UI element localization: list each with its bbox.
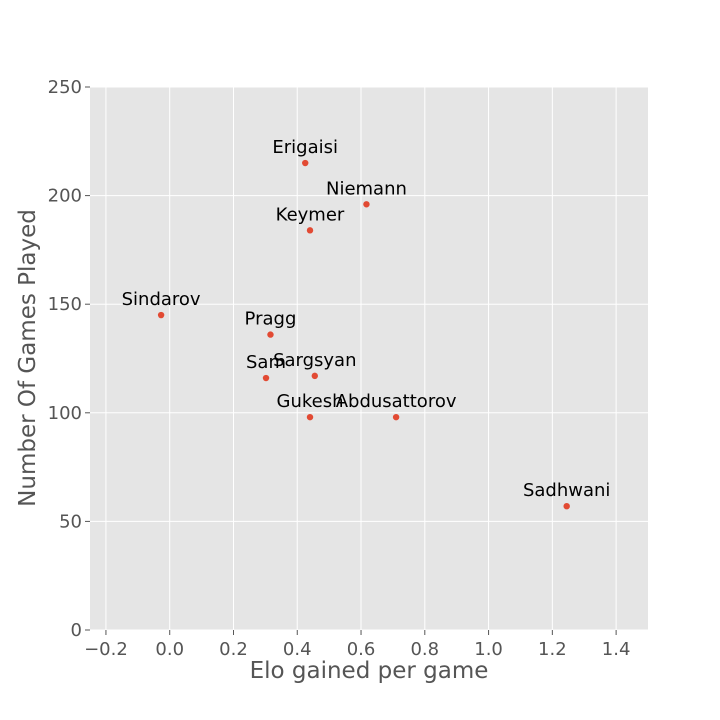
x-tick-label: 0.8 — [410, 639, 439, 660]
y-tick-label: 50 — [59, 511, 82, 532]
data-point — [262, 374, 270, 382]
data-point — [157, 311, 165, 319]
x-tick-label: 1.4 — [602, 639, 631, 660]
data-point — [302, 159, 309, 167]
x-tick-label: 0.0 — [155, 639, 184, 660]
point-label: Niemann — [326, 178, 407, 199]
data-point — [311, 372, 318, 380]
y-tick-label: 200 — [48, 186, 82, 207]
point-label: Sam — [246, 352, 286, 373]
y-tick-label: 0 — [71, 620, 82, 641]
x-tick-label: 0.4 — [283, 639, 312, 660]
point-label: Abdusattorov — [336, 391, 457, 412]
data-point — [392, 413, 400, 421]
ticks: −0.2 0.0 0.2 0.4 0.6 0.8 1.0 1.2 1.4 0 50 100 150 200… — [48, 77, 631, 660]
x-tick-label: −0.2 — [84, 639, 128, 660]
grid — [90, 86, 648, 631]
data-point — [363, 201, 370, 208]
point-label: Pragg — [245, 309, 297, 330]
data-point — [267, 331, 274, 338]
x-tick-label: 1.2 — [538, 639, 567, 660]
point-label: Sindarov — [122, 289, 201, 310]
x-tick-label: 1.0 — [474, 639, 503, 660]
point-label: Gukesh — [277, 391, 344, 412]
y-tick-label: 150 — [48, 294, 82, 315]
point-label: Sadhwani — [523, 480, 610, 501]
point-label: Erigaisi — [272, 137, 338, 158]
data-point — [563, 502, 570, 510]
point-labels: Erigaisi Niemann Keymer Sindarov Pragg Sargsy… — [122, 137, 611, 501]
y-tick-label: 250 — [48, 77, 82, 98]
x-axis-title: Elo gained per game — [250, 658, 489, 684]
x-tick-label: 0.6 — [347, 639, 376, 660]
point-label: Sargsyan — [273, 350, 356, 371]
y-tick-label: 100 — [48, 403, 82, 424]
plot-background — [90, 87, 648, 630]
point-label: Keymer — [276, 204, 345, 225]
data-point — [306, 413, 314, 421]
y-axis-title: Number Of Games Played — [15, 209, 41, 507]
data-points — [157, 159, 570, 510]
data-point — [306, 227, 314, 234]
x-tick-label: 0.2 — [219, 639, 248, 660]
